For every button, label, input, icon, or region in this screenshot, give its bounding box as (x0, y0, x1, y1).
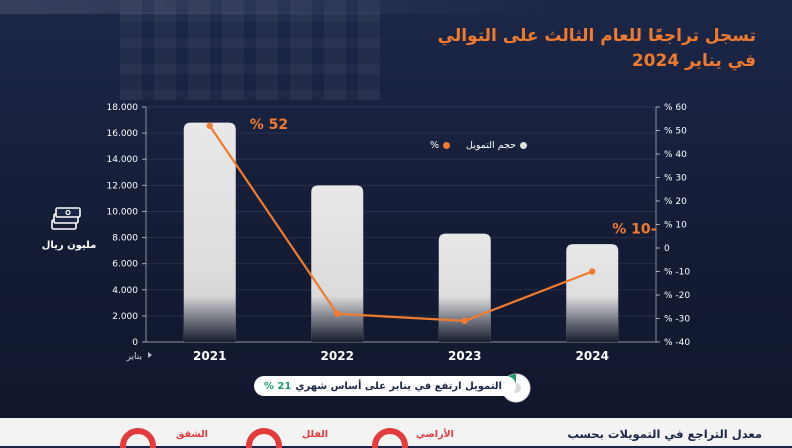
right-tick-label: % 20 (664, 197, 687, 207)
bottom-panel: معدل التراجع في التمويلات بحسب الأراضي ا… (0, 418, 792, 448)
left-tick-label: 16.000 (107, 129, 139, 139)
line-annotation: % 10- (612, 222, 656, 238)
legend-item-volume: حجم التمويل (466, 140, 528, 151)
bar-shadow (183, 296, 236, 342)
monthly-note: التمويل ارتفع في يناير على أساس شهري 21 … (254, 376, 516, 396)
subtitle-line-2: في يناير 2024 (631, 51, 756, 71)
monthly-note-value: 21 % (263, 380, 292, 392)
percent-point (461, 317, 468, 325)
category-villas: الفلل (246, 418, 336, 448)
bar (183, 122, 236, 343)
right-tick-label: % 30 (664, 174, 687, 184)
legend-label-volume: حجم التمويل (466, 140, 517, 151)
left-tick-label: 18.000 (107, 103, 139, 113)
x-tick-label: 2022 (321, 349, 354, 363)
financing-chart: 18.000 16.000 14.000 12.000 10.000 8.000 6.000… (107, 103, 690, 363)
left-tick-label: 10.000 (107, 207, 139, 217)
x-tick-label: 2023 (448, 349, 481, 363)
legend-item-percent: % (430, 140, 451, 151)
line-annotation: % 52 (250, 117, 288, 133)
ring-chart-icon (120, 428, 156, 448)
left-tick-label: 12.000 (107, 181, 139, 191)
left-tick-label: 6.000 (112, 260, 138, 270)
category-lands: الأراضي (372, 418, 462, 448)
subtitle-line-1: تسجل تراجعًا للعام الثالث على التوالي (437, 26, 756, 46)
category-apartments: الشقق (120, 418, 210, 448)
right-tick-label: % -30 (664, 315, 690, 325)
right-tick-label: % -20 (664, 291, 690, 301)
right-tick-label: % 60 (664, 103, 687, 113)
title-strip (0, 0, 560, 14)
percent-point (334, 310, 341, 317)
right-tick-label: % -40 (664, 338, 690, 348)
left-tick-label: 4.000 (112, 286, 138, 296)
category-label: الشقق (176, 429, 208, 440)
left-tick-label: 8.000 (112, 234, 138, 244)
legend-label-percent: % (430, 140, 440, 151)
category-label: الأراضي (416, 429, 454, 440)
x-axis-arrow-icon (148, 352, 152, 358)
left-tick-label: 14.000 (107, 155, 139, 165)
bar-shadow (311, 296, 364, 342)
monthly-note-text: التمويل ارتفع في يناير على أساس شهري (295, 380, 502, 392)
x-tick-label: 2024 (576, 349, 609, 363)
legend-dot-percent (443, 142, 451, 149)
legend-dot-volume (520, 142, 528, 149)
bar-shadow (566, 296, 619, 342)
right-tick-label: % 10 (664, 221, 687, 231)
percent-point (206, 122, 213, 129)
percent-point (589, 268, 596, 275)
right-tick-label: % 40 (664, 150, 687, 160)
right-tick-label: % 50 (664, 127, 687, 137)
bottom-title: معدل التراجع في التمويلات بحسب (567, 427, 762, 441)
chart-legend: حجم التمويل % (430, 140, 528, 151)
category-label: الفلل (302, 429, 329, 440)
money-stack-icon (51, 207, 81, 230)
chart-subtitle: تسجل تراجعًا للعام الثالث على التوالي في… (336, 24, 756, 74)
percent-line (208, 125, 593, 322)
x-axis-note: يناير (126, 352, 143, 362)
left-tick-label: 0 (132, 338, 138, 348)
ring-chart-icon (246, 428, 282, 448)
x-tick-label: 2021 (193, 349, 226, 363)
unit-label: مليون ريال (41, 240, 97, 251)
left-tick-label: 2.000 (112, 312, 138, 322)
ring-chart-icon (372, 428, 408, 448)
background-building (120, 0, 380, 100)
right-tick-label: 0 (664, 244, 670, 254)
right-tick-label: % -10 (664, 268, 690, 278)
